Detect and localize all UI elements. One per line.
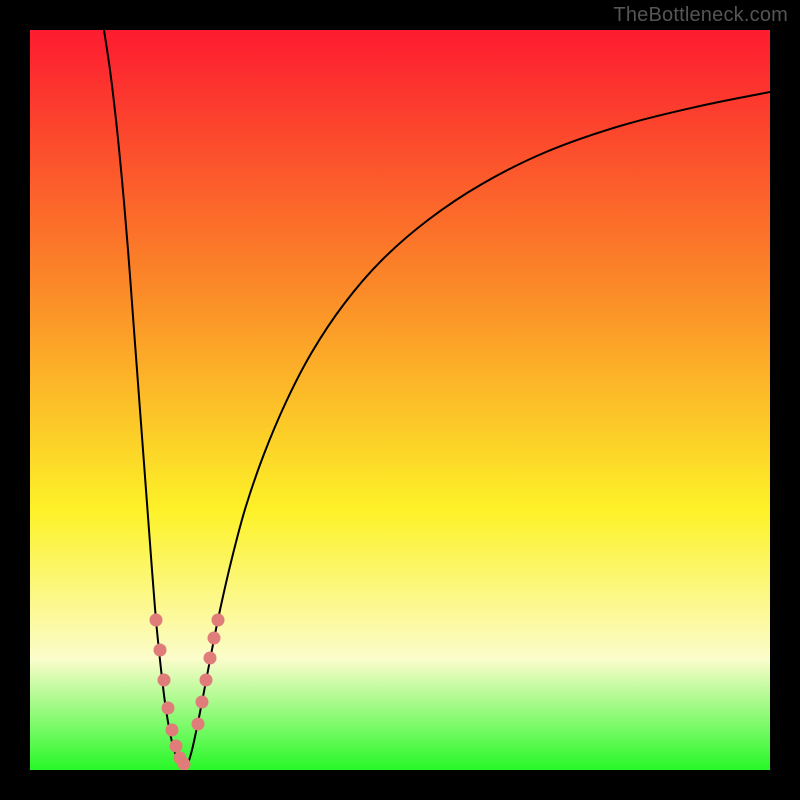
- marker-dot: [192, 718, 205, 731]
- marker-dot: [178, 758, 191, 771]
- marker-dot: [162, 702, 175, 715]
- marker-dot: [166, 724, 179, 737]
- plot-area: [30, 30, 770, 770]
- marker-dot: [158, 674, 171, 687]
- watermark-text: TheBottleneck.com: [613, 4, 788, 27]
- markers-svg: [30, 30, 770, 770]
- marker-dot: [208, 632, 221, 645]
- marker-dot: [170, 740, 183, 753]
- marker-dot: [212, 614, 225, 627]
- marker-dot: [150, 614, 163, 627]
- marker-dot: [196, 696, 209, 709]
- marker-dot: [204, 652, 217, 665]
- marker-dot: [200, 674, 213, 687]
- marker-dot: [154, 644, 167, 657]
